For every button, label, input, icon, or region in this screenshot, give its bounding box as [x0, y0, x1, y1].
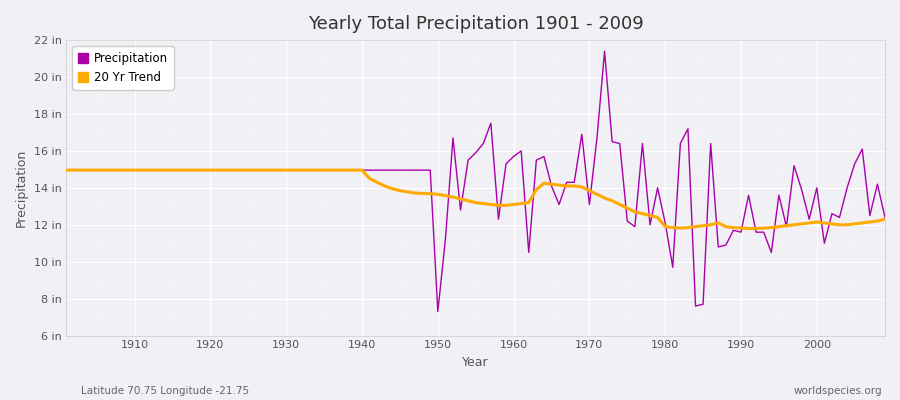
Text: worldspecies.org: worldspecies.org	[794, 386, 882, 396]
Legend: Precipitation, 20 Yr Trend: Precipitation, 20 Yr Trend	[72, 46, 174, 90]
Title: Yearly Total Precipitation 1901 - 2009: Yearly Total Precipitation 1901 - 2009	[308, 15, 644, 33]
Y-axis label: Precipitation: Precipitation	[15, 149, 28, 227]
X-axis label: Year: Year	[463, 356, 489, 369]
Text: Latitude 70.75 Longitude -21.75: Latitude 70.75 Longitude -21.75	[81, 386, 249, 396]
